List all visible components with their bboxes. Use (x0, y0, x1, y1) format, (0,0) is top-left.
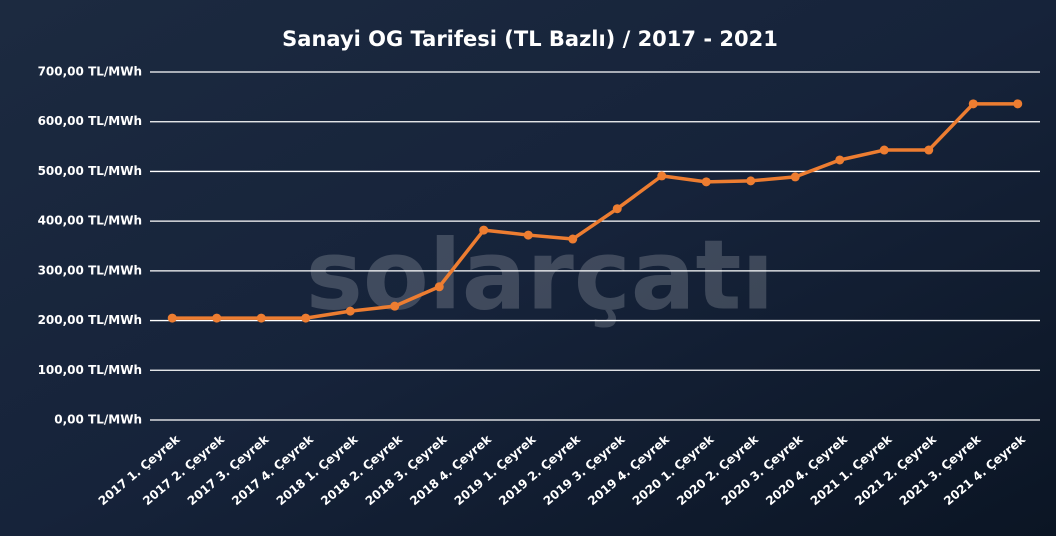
point (924, 145, 934, 155)
chart-title: Sanayi OG Tarifesi (TL Bazlı) / 2017 - 2… (282, 27, 778, 51)
line (172, 102, 1018, 320)
point (790, 172, 800, 182)
point (390, 301, 400, 311)
point (256, 313, 266, 323)
point (301, 313, 311, 323)
point (879, 145, 889, 155)
point (612, 204, 622, 214)
point (701, 177, 711, 187)
point (568, 234, 578, 244)
y-tick-label: 0,00 TL/MWh (54, 413, 142, 427)
point (835, 155, 845, 165)
y-tick-label: 400,00 TL/MWh (38, 214, 142, 228)
point (167, 313, 177, 323)
point (345, 306, 355, 316)
y-tick-label: 500,00 TL/MWh (38, 164, 142, 178)
watermark: solarçatı (306, 219, 775, 331)
y-tick-label: 200,00 TL/MWh (38, 313, 142, 327)
point (968, 99, 978, 109)
point (657, 171, 667, 181)
point (1013, 99, 1023, 109)
point (212, 313, 222, 323)
point (523, 230, 533, 240)
point (434, 282, 444, 292)
y-tick-label: 100,00 TL/MWh (38, 363, 142, 377)
y-tick-label: 600,00 TL/MWh (38, 114, 142, 128)
y-tick-label: 700,00 TL/MWh (38, 65, 142, 79)
point (746, 176, 756, 186)
y-tick-label: 300,00 TL/MWh (38, 263, 142, 277)
point (479, 225, 489, 235)
